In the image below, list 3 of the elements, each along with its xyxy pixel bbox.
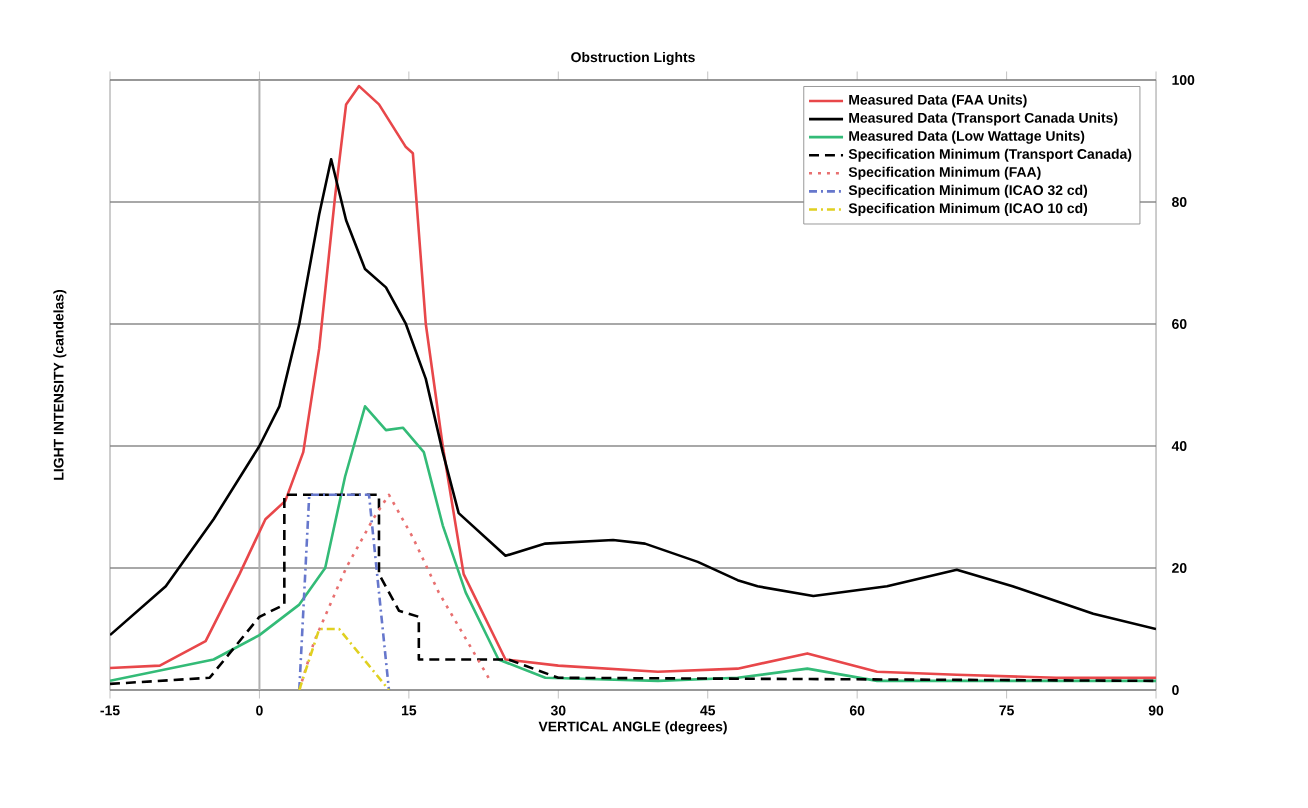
line-series: [110, 493, 1157, 686]
line-series: [110, 84, 1157, 680]
line-series: [110, 158, 1157, 637]
